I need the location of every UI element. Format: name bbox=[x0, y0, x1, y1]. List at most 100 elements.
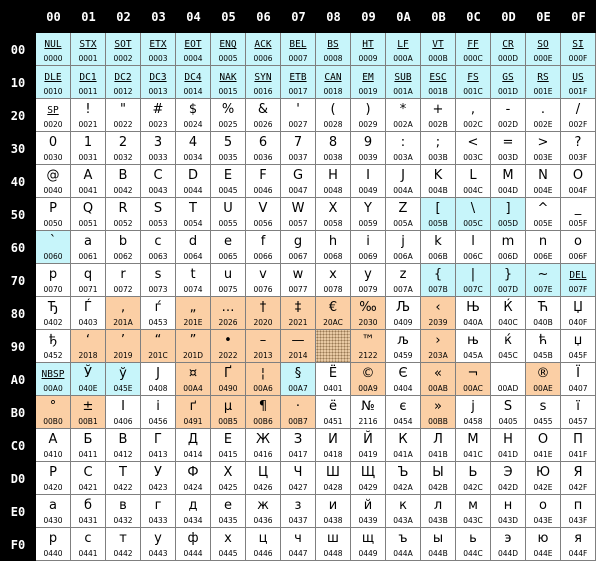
char-code: 041D bbox=[497, 450, 519, 459]
char-cell: К 041A bbox=[386, 429, 421, 462]
row-header: 30 bbox=[0, 132, 36, 165]
char-cell: R 0052 bbox=[106, 198, 141, 231]
char-cell: ‚ 201A bbox=[106, 297, 141, 330]
char-cell: ж 0436 bbox=[246, 495, 281, 528]
char-cell: Ё 0401 bbox=[316, 363, 351, 396]
char-glyph: DLE bbox=[44, 72, 62, 83]
char-cell: ° 00B0 bbox=[36, 396, 71, 429]
char-code: 0073 bbox=[148, 285, 168, 294]
char-cell: Ќ 040C bbox=[491, 297, 526, 330]
char-glyph: В bbox=[118, 432, 128, 447]
char-cell: к 043A bbox=[386, 495, 421, 528]
row-header: 50 bbox=[0, 198, 36, 231]
char-cell: Љ 0409 bbox=[386, 297, 421, 330]
char-glyph: p bbox=[48, 267, 58, 282]
char-cell: Й 0419 bbox=[351, 429, 386, 462]
char-glyph: CR bbox=[502, 39, 514, 50]
char-glyph: ™ bbox=[361, 333, 375, 348]
char-glyph: ESC bbox=[429, 72, 447, 83]
unassigned-cell bbox=[316, 330, 351, 363]
char-code: 0442 bbox=[113, 549, 133, 558]
char-cell: ¤ 00A4 bbox=[176, 363, 211, 396]
char-cell: SO 000E bbox=[526, 33, 561, 66]
char-cell: ё 0451 bbox=[316, 396, 351, 429]
char-code: 0070 bbox=[43, 285, 63, 294]
char-code: 0019 bbox=[358, 87, 378, 96]
char-cell: в 0432 bbox=[106, 495, 141, 528]
char-cell: x 0078 bbox=[316, 264, 351, 297]
char-code: 0454 bbox=[393, 417, 413, 426]
char-code: 0000 bbox=[43, 54, 63, 63]
char-cell: _ 005F bbox=[561, 198, 596, 231]
char-glyph: Ѕ bbox=[503, 399, 513, 414]
char-code: 0414 bbox=[183, 450, 203, 459]
char-cell: ґ 0491 bbox=[176, 396, 211, 429]
char-cell: b 0062 bbox=[106, 231, 141, 264]
char-cell: ‹ 2039 bbox=[421, 297, 456, 330]
char-code: 004C bbox=[463, 186, 483, 195]
char-glyph: Р bbox=[49, 465, 57, 480]
char-cell: Ъ 042A bbox=[386, 462, 421, 495]
char-glyph: М bbox=[467, 432, 479, 447]
char-code: 0046 bbox=[253, 186, 273, 195]
char-glyph: X bbox=[328, 201, 338, 216]
char-glyph: Њ bbox=[466, 300, 480, 315]
char-glyph: е bbox=[224, 498, 232, 513]
char-code: 0053 bbox=[148, 219, 168, 228]
char-code: 001A bbox=[393, 87, 413, 96]
char-code: 2021 bbox=[288, 318, 308, 327]
char-glyph: т bbox=[119, 531, 127, 546]
char-cell: Г 0413 bbox=[141, 429, 176, 462]
char-cell: Ў 040E bbox=[71, 363, 106, 396]
char-cell: – 2013 bbox=[246, 330, 281, 363]
char-glyph: р bbox=[48, 531, 58, 546]
char-glyph: f bbox=[260, 234, 266, 249]
char-cell: Щ 0429 bbox=[351, 462, 386, 495]
char-cell: q 0071 bbox=[71, 264, 106, 297]
char-cell: SP 0020 bbox=[36, 99, 71, 132]
char-glyph: А bbox=[48, 432, 58, 447]
char-cell: й 0439 bbox=[351, 495, 386, 528]
char-glyph: k bbox=[434, 234, 442, 249]
char-code: 042F bbox=[568, 483, 588, 492]
char-code: 000D bbox=[497, 54, 519, 63]
char-glyph: DC3 bbox=[149, 72, 167, 83]
char-cell: " 0022 bbox=[106, 99, 141, 132]
char-code: 0004 bbox=[183, 54, 203, 63]
char-glyph: « bbox=[434, 366, 442, 381]
char-glyph: » bbox=[434, 399, 442, 414]
char-cell: . 002E bbox=[526, 99, 561, 132]
char-glyph: — bbox=[291, 333, 305, 348]
char-glyph: % bbox=[221, 102, 235, 117]
char-glyph: E bbox=[223, 168, 233, 183]
char-cell: · 00B7 bbox=[281, 396, 316, 429]
char-code: 045F bbox=[568, 351, 588, 360]
char-cell: Х 0425 bbox=[211, 462, 246, 495]
char-cell: ‰ 2030 bbox=[351, 297, 386, 330]
char-glyph: У bbox=[154, 465, 162, 480]
char-cell: Z 005A bbox=[386, 198, 421, 231]
char-code: 0033 bbox=[148, 153, 168, 162]
char-code: 2026 bbox=[218, 318, 238, 327]
char-glyph: EM bbox=[362, 72, 374, 83]
char-cell: K 004B bbox=[421, 165, 456, 198]
row-header: 80 bbox=[0, 297, 36, 330]
char-cell: @0040 bbox=[36, 165, 71, 198]
char-code: 2019 bbox=[113, 351, 133, 360]
char-cell: Н 041D bbox=[491, 429, 526, 462]
char-cell: 8 0038 bbox=[316, 132, 351, 165]
char-cell: 2 0032 bbox=[106, 132, 141, 165]
char-glyph: < bbox=[467, 135, 479, 150]
char-cell: ! 0021 bbox=[71, 99, 106, 132]
char-glyph: 9 bbox=[363, 135, 373, 150]
char-cell: 6 0036 bbox=[246, 132, 281, 165]
char-code: 0076 bbox=[253, 285, 273, 294]
char-cell: m 006D bbox=[491, 231, 526, 264]
char-cell: ў 045E bbox=[106, 363, 141, 396]
char-cell: ‡ 2021 bbox=[281, 297, 316, 330]
char-code: 0063 bbox=[148, 252, 168, 261]
column-header: 0D bbox=[491, 0, 526, 33]
char-code: 00B0 bbox=[43, 417, 63, 426]
char-code: 0003 bbox=[148, 54, 168, 63]
char-glyph: ENQ bbox=[219, 39, 237, 50]
